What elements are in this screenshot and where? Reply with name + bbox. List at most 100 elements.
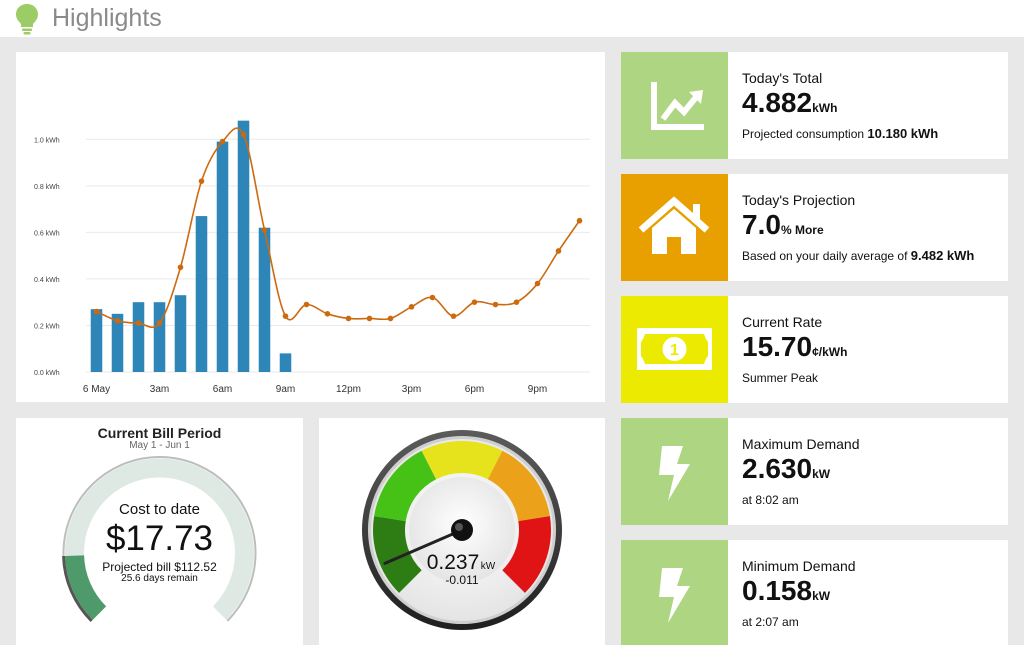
banknote-icon: 1 [637, 328, 712, 370]
kpi-value: 4.882kWh [742, 87, 838, 118]
kpi-unit: kWh [812, 101, 838, 115]
projection-line [96, 127, 581, 329]
usage-bar[interactable] [258, 227, 271, 372]
kpi-subtitle: Projected consumption 10.180 kWh [742, 126, 939, 141]
y-tick-label: 0.6 kWh [34, 230, 60, 237]
meter-zone [421, 441, 503, 480]
projection-point[interactable] [114, 318, 121, 324]
kpi-tile [621, 52, 728, 159]
projection-point[interactable] [492, 301, 499, 308]
bill-period-card: Current Bill Period May 1 - Jun 1 Cost t… [16, 418, 303, 645]
svg-text:1: 1 [670, 342, 679, 359]
projection-point[interactable] [261, 227, 268, 233]
projection-point[interactable] [408, 304, 415, 310]
x-tick-label: 6 May [83, 384, 110, 395]
usage-bar[interactable] [111, 313, 124, 372]
kpi-tile [621, 174, 728, 281]
trend-chart-icon [651, 82, 704, 130]
usage-chart-card: 0.0 kWh 0.2 kWh 0.4 kWh 0.6 kWh 0.8 kWh 1.0 k… [16, 52, 605, 402]
kpi-title: Today's Total [742, 70, 823, 86]
meter-needle [383, 528, 464, 565]
usage-bar[interactable] [132, 302, 145, 372]
power-meter-gauge: 0.237 kW -0.011 [362, 430, 562, 630]
kpi-subtitle: Based on your daily average of 9.482 kWh [742, 248, 975, 263]
kpi-tile [621, 540, 728, 645]
projection-point[interactable] [345, 315, 352, 322]
x-tick-label: 12pm [336, 384, 361, 395]
projection-point[interactable] [513, 299, 520, 305]
projected-bill: Projected bill $112.52 [102, 560, 217, 574]
projection-point[interactable] [450, 313, 457, 319]
projection-point[interactable] [387, 315, 394, 322]
lightning-icon [659, 446, 690, 501]
meter-hub-highlight [455, 523, 463, 531]
bill-gauge-progress-edge [62, 555, 93, 622]
kpi-tile: 1 [621, 296, 728, 403]
projection-point[interactable] [282, 313, 289, 319]
projection-point[interactable] [198, 178, 205, 184]
kpi-minimum-demand: Minimum Demand 0.158kW at 2:07 am [621, 540, 1008, 645]
kpi-unit: ¢/kWh [812, 345, 848, 359]
kpi-title: Maximum Demand [742, 436, 860, 452]
projection-point[interactable] [324, 311, 331, 317]
usage-bar[interactable] [153, 302, 166, 372]
projection-point[interactable] [534, 280, 541, 287]
projection-point[interactable] [219, 138, 226, 145]
projection-point[interactable] [471, 299, 478, 305]
kpi-value: 2.630kW [742, 453, 831, 484]
projection-point[interactable] [135, 320, 142, 326]
projection-point[interactable] [303, 301, 310, 308]
y-tick-label: 0.4 kWh [34, 277, 60, 284]
kpi-subtitle: at 2:07 am [742, 615, 799, 629]
projection-point[interactable] [429, 294, 436, 301]
kpi-unit: kW [812, 467, 831, 481]
usage-bar[interactable] [279, 353, 292, 372]
kpi-unit: kW [812, 589, 831, 603]
projection-point[interactable] [366, 315, 373, 322]
lightning-icon [659, 568, 690, 623]
y-tick-label: 1.0 kWh [34, 137, 60, 144]
y-tick-label: 0.8 kWh [34, 184, 60, 191]
projection-point[interactable] [240, 131, 247, 138]
cost-to-date-label: Cost to date [119, 501, 200, 518]
projection-point[interactable] [93, 308, 100, 315]
meter-zone [487, 450, 550, 522]
meter-zone [374, 450, 437, 522]
usage-bar[interactable] [195, 216, 208, 372]
meter-reading-value: 0.237 [427, 551, 480, 574]
projection-point[interactable] [555, 248, 562, 254]
bill-progress-gauge [62, 456, 257, 622]
projection-point[interactable] [177, 264, 184, 271]
header: Highlights [0, 0, 1024, 37]
x-tick-label: 6am [213, 384, 232, 395]
live-meter-card: 0.237 kW -0.011 [319, 418, 605, 645]
kpi-value: 15.70¢/kWh [742, 331, 848, 362]
kpi-tile [621, 418, 728, 525]
days-remaining: 25.6 days remain [121, 573, 198, 584]
usage-bar[interactable] [174, 295, 187, 372]
usage-bar[interactable] [237, 120, 250, 373]
usage-bar[interactable] [90, 309, 103, 372]
x-tick-label: 3am [150, 384, 169, 395]
cost-to-date-value: $17.73 [105, 519, 214, 558]
kpi-todays-total: Today's Total 4.882kWh Projected consump… [621, 52, 1008, 159]
kpi-title: Today's Projection [742, 192, 856, 208]
x-tick-label: 9am [276, 384, 295, 395]
kpi-value: 7.0% More [742, 209, 824, 240]
meter-reading-unit: kW [481, 561, 496, 572]
x-tick-label: 6pm [465, 384, 484, 395]
y-tick-label: 0.2 kWh [34, 323, 60, 330]
meter-zone [502, 516, 551, 593]
projection-point[interactable] [576, 217, 583, 224]
bill-period-title: Current Bill Period [97, 425, 222, 441]
page-title: Highlights [52, 4, 162, 32]
usage-bar[interactable] [216, 141, 229, 372]
kpi-todays-projection: Today's Projection 7.0% More Based on yo… [621, 174, 1008, 281]
bill-gauge-progress [65, 555, 107, 620]
meter-delta: -0.011 [445, 573, 478, 587]
house-icon [638, 196, 710, 254]
kpi-current-rate: 1 Current Rate 15.70¢/kWh Summer Peak [621, 296, 1008, 403]
lightbulb-icon [16, 4, 38, 35]
projection-point[interactable] [156, 320, 163, 326]
kpi-title: Current Rate [742, 314, 823, 330]
